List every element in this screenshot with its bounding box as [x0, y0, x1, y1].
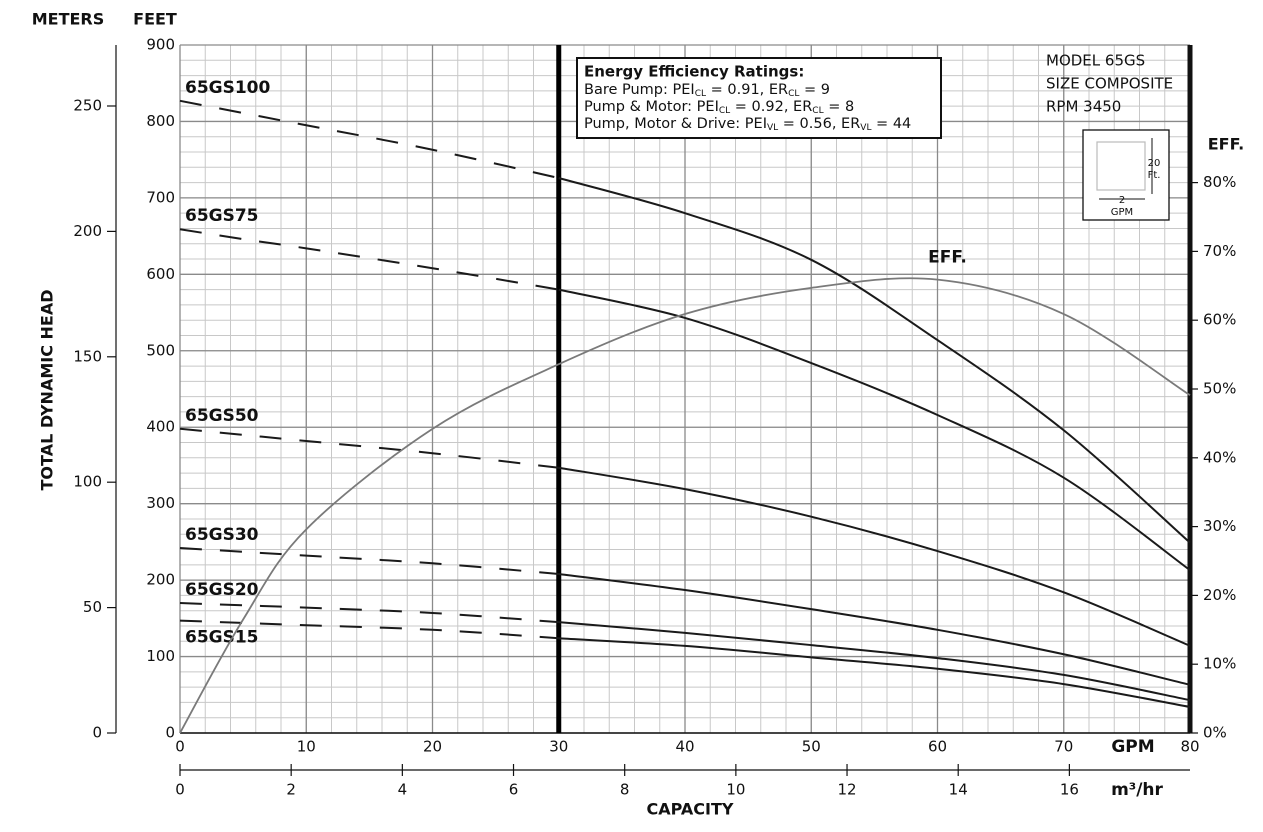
m3-tick-label: 14 — [949, 781, 968, 799]
y2-tick-label: 0% — [1203, 724, 1227, 742]
x-tick-label: 20 — [423, 738, 442, 756]
x-unit: GPM — [1111, 737, 1154, 757]
m3-tick-label: 2 — [286, 781, 296, 799]
series-label: 65GS100 — [185, 78, 271, 98]
y2-tick-label: 10% — [1203, 655, 1236, 673]
curve-dashed — [179, 228, 559, 291]
x-tick-label: 70 — [1054, 738, 1073, 756]
m3-tick-label: 12 — [837, 781, 856, 799]
model-text: RPM 3450 — [1046, 98, 1121, 116]
curve-dashed — [179, 427, 559, 469]
y2-tick-label: 80% — [1203, 173, 1236, 191]
meters-tick-label: 50 — [83, 598, 102, 616]
scale-label: GPM — [1111, 207, 1133, 218]
y-tick-label: 600 — [146, 265, 175, 283]
y2-axis-label: EFF. — [1208, 135, 1245, 154]
series-label: EFF. — [928, 248, 967, 268]
ratings-line: Pump, Motor & Drive: PEIVL = 0.56, ERVL … — [584, 116, 911, 133]
x-tick-label: 10 — [297, 738, 316, 756]
ratings-box — [576, 57, 942, 139]
series-label: 65GS30 — [185, 525, 259, 545]
curve — [558, 177, 1191, 544]
text-part: Bare Pump: PEI — [584, 82, 695, 98]
y-tick-label: 700 — [146, 188, 175, 206]
subscript: CL — [812, 106, 823, 116]
y2-tick-label: 50% — [1203, 380, 1236, 398]
subscript: CL — [719, 106, 730, 116]
curve — [558, 621, 1191, 702]
subscript: VL — [860, 123, 871, 133]
text-part: = 0.56, ER — [778, 116, 860, 132]
meters-tick-label: 250 — [73, 96, 102, 114]
curve — [558, 573, 1191, 686]
m3-tick-label: 4 — [398, 781, 408, 799]
y-tick-label: 900 — [146, 36, 175, 54]
meters-tick-label: 100 — [73, 473, 102, 491]
y-tick-label: 200 — [146, 571, 175, 589]
y-tick-label: 400 — [146, 418, 175, 436]
curve-dashed — [179, 602, 559, 624]
series-label: 65GS15 — [185, 628, 259, 648]
y-tick-label: 100 — [146, 647, 175, 665]
curve-dashed — [179, 619, 559, 640]
scale-label: 2 — [1119, 195, 1125, 206]
x-tick-label: 50 — [802, 738, 821, 756]
curve — [179, 277, 1191, 734]
curve — [558, 466, 1191, 647]
ratings-title: Energy Efficiency Ratings: — [584, 63, 804, 81]
m3-tick-label: 8 — [620, 781, 630, 799]
y-tick-label: 0 — [165, 724, 175, 742]
m3-tick-label: 6 — [509, 781, 519, 799]
curve-dashed — [179, 547, 559, 575]
curve — [558, 288, 1191, 571]
curve — [558, 637, 1191, 708]
y2-tick-label: 70% — [1203, 242, 1236, 260]
text-part: = 8 — [824, 99, 855, 115]
y2-tick-label: 20% — [1203, 586, 1236, 604]
y2-tick-label: 40% — [1203, 448, 1236, 466]
y-tick-label: 500 — [146, 341, 175, 359]
text-part: = 44 — [871, 116, 911, 132]
x-tick-label: 60 — [928, 738, 947, 756]
meters-tick-label: 0 — [92, 724, 102, 742]
meters-title: METERS — [32, 10, 105, 29]
ratings-line: Bare Pump: PEICL = 0.91, ERCL = 9 — [584, 82, 830, 99]
m3-tick-label: 16 — [1060, 781, 1079, 799]
series-label: 65GS50 — [185, 406, 259, 426]
series-label: 65GS75 — [185, 206, 259, 226]
scale-icon-square — [1096, 141, 1146, 191]
series-label: 65GS20 — [185, 580, 259, 600]
y-tick-label: 800 — [146, 112, 175, 130]
y2-tick-label: 60% — [1203, 311, 1236, 329]
model-text: MODEL 65GS — [1046, 52, 1145, 70]
meters-tick-label: 200 — [73, 222, 102, 240]
x-tick-label: 30 — [549, 738, 568, 756]
m3-unit: m³/hr — [1111, 780, 1163, 800]
subscript: CL — [695, 89, 706, 99]
text-part: = 9 — [799, 82, 830, 98]
x-tick-label: 40 — [675, 738, 694, 756]
m3-tick-label: 10 — [726, 781, 745, 799]
text-part: Pump & Motor: PEI — [584, 99, 719, 115]
scale-label: Ft. — [1148, 170, 1161, 181]
x-tick-label: 0 — [175, 738, 185, 756]
model-text: SIZE COMPOSITE — [1046, 75, 1173, 93]
y2-tick-label: 30% — [1203, 517, 1236, 535]
curve-dashed — [179, 99, 559, 179]
m3-tick-label: 0 — [175, 781, 185, 799]
subscript: VL — [767, 123, 778, 133]
scale-label: 20 — [1148, 158, 1161, 169]
subscript: CL — [788, 89, 799, 99]
text-part: = 0.92, ER — [730, 99, 812, 115]
ratings-line: Pump & Motor: PEICL = 0.92, ERCL = 8 — [584, 99, 854, 116]
y-tick-label: 300 — [146, 494, 175, 512]
feet-title: FEET — [133, 10, 177, 29]
x-tick-label: 80 — [1180, 738, 1199, 756]
text-part: Pump, Motor & Drive: PEI — [584, 116, 767, 132]
text-part: = 0.91, ER — [706, 82, 788, 98]
y-axis-label: TOTAL DYNAMIC HEAD — [38, 290, 57, 491]
x-axis-label: CAPACITY — [647, 800, 734, 819]
meters-tick-label: 150 — [73, 347, 102, 365]
